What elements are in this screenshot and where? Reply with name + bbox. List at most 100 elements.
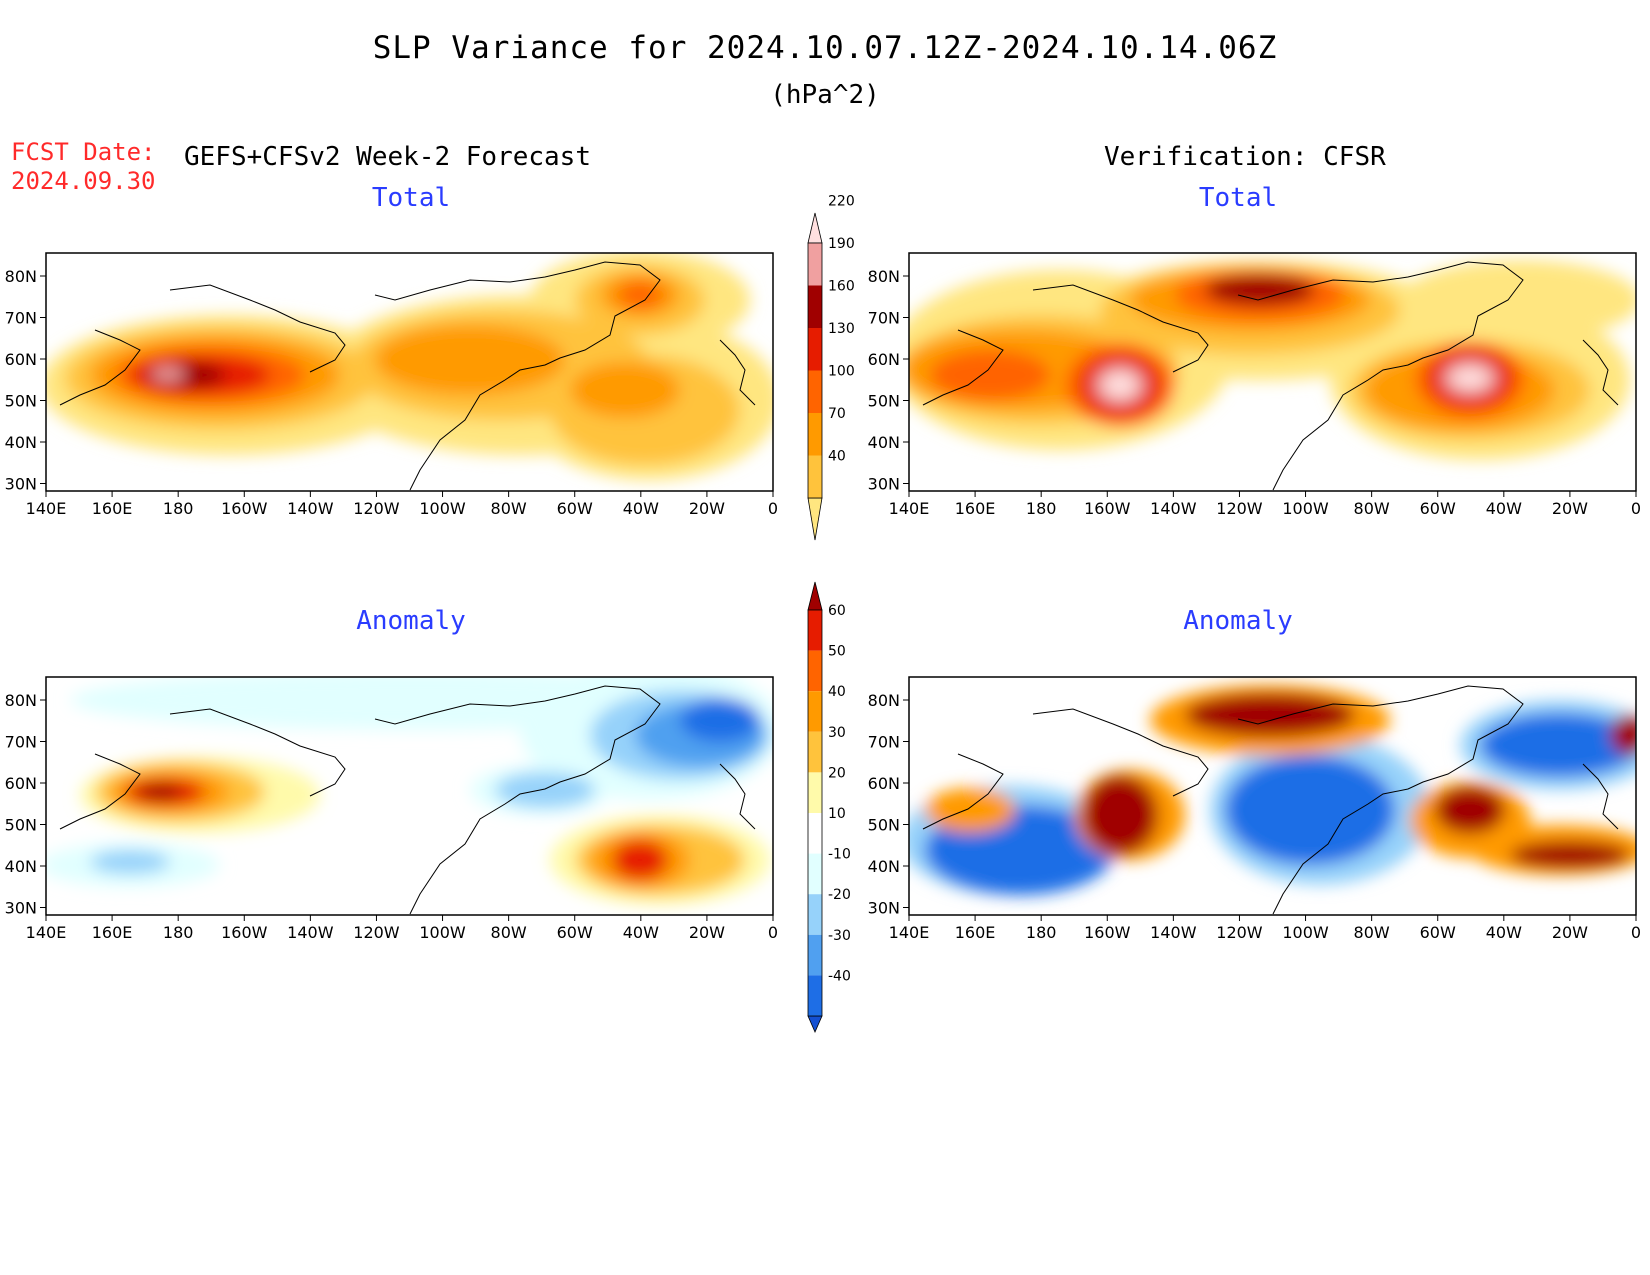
colorbar-swatch: [808, 610, 822, 651]
lat-tick-label: 70N: [5, 733, 37, 752]
lon-tick-label: 40W: [1486, 499, 1522, 518]
colorbar-label: 40: [828, 684, 846, 700]
panel-title-verif-total: Total: [1198, 183, 1278, 213]
colorbar-label: 60: [828, 603, 846, 619]
lon-tick-label: 180: [163, 499, 194, 518]
forecast-model-label: GEFS+CFSv2 Week-2 Forecast: [184, 142, 591, 172]
panel-title-verif-anomaly: Anomaly: [1183, 606, 1293, 636]
main-title: SLP Variance for 2024.10.07.12Z-2024.10.…: [372, 30, 1278, 66]
colorbar-label: 160: [828, 279, 855, 295]
lon-tick-label: 120W: [1216, 923, 1263, 942]
lat-tick-label: 80N: [5, 691, 37, 710]
lon-tick-label: 20W: [689, 923, 725, 942]
lat-tick-label: 70N: [5, 309, 37, 328]
lon-tick-label: 160W: [1084, 923, 1131, 942]
lon-tick-label: 40W: [623, 499, 659, 518]
verification-label: Verification: CFSR: [1104, 142, 1386, 172]
lat-tick-label: 40N: [5, 433, 37, 452]
axis-labels: 140E 160E 180 160W 140W 120W 100W 80W 60W 40W 20W 0…: [5, 267, 1641, 942]
lon-tick-label: 0: [1631, 499, 1641, 518]
colorbar-extend-bottom: [807, 497, 823, 541]
coastline-verif-total: [922, 261, 1619, 491]
coastline-fcst-anomaly: [59, 685, 756, 915]
colorbar-extend-top: [807, 581, 823, 611]
lat-tick-label: 30N: [5, 475, 37, 494]
lon-tick-label: 0: [768, 923, 778, 942]
lat-tick-label: 60N: [868, 350, 900, 369]
lon-tick-label: 140E: [26, 499, 67, 518]
colorbar-label: 50: [828, 644, 846, 660]
panel-title-fcst-anomaly: Anomaly: [356, 606, 466, 636]
colorbar-label: 220: [828, 194, 855, 210]
lon-tick-label: 160E: [92, 923, 133, 942]
lon-tick-label: 80W: [1354, 499, 1390, 518]
colorbar-swatch: [808, 813, 822, 854]
colorbar-label: 30: [828, 725, 846, 741]
lon-tick-label: 80W: [491, 923, 527, 942]
lon-tick-label: 140E: [889, 923, 930, 942]
lat-tick-label: 60N: [5, 350, 37, 369]
colorbar-swatch: [808, 243, 822, 286]
colorbar-label: -40: [828, 968, 851, 984]
verif-total-field: [909, 253, 1636, 491]
colorbar-swatch: [808, 975, 822, 1016]
fcst-anomaly-field: [46, 677, 773, 915]
colorbar-swatch: [808, 894, 822, 935]
lon-tick-label: 80W: [491, 499, 527, 518]
lon-tick-label: 20W: [1552, 923, 1588, 942]
lon-tick-label: 160E: [955, 499, 996, 518]
lon-tick-label: 120W: [1216, 499, 1263, 518]
colorbar-label: 100: [828, 364, 855, 380]
panel-title-fcst-total: Total: [371, 183, 451, 213]
lon-tick-label: 0: [768, 499, 778, 518]
colorbar-total: 40 70 100 130 160 190 220: [807, 194, 855, 541]
lat-tick-label: 80N: [868, 267, 900, 286]
lon-tick-label: 180: [1026, 499, 1057, 518]
colorbar-swatch: [808, 853, 822, 895]
lon-tick-label: 140E: [26, 923, 67, 942]
verif-anomaly-field: [909, 677, 1636, 915]
colorbar-anomaly: -40 -30 -20 -10 10 20 30 40 50 60: [807, 581, 851, 1033]
colorbar-swatch: [808, 731, 822, 773]
lat-tick-label: 30N: [868, 899, 900, 918]
coastline-verif-anomaly: [922, 685, 1619, 915]
colorbar-label: -10: [828, 847, 851, 863]
colorbar-swatch: [808, 370, 822, 413]
fcst-total-field: [46, 253, 773, 491]
lat-tick-label: 80N: [5, 267, 37, 286]
lon-tick-label: 0: [1631, 923, 1641, 942]
colorbar-label: 40: [828, 449, 846, 465]
lon-tick-label: 180: [1026, 923, 1057, 942]
lon-tick-label: 160E: [955, 923, 996, 942]
lon-tick-label: 140W: [1150, 923, 1197, 942]
colorbar-extend-top: [807, 212, 823, 244]
colorbar-swatch: [808, 455, 822, 498]
coastline-fcst-total: [59, 261, 756, 491]
units-label: (hPa^2): [770, 80, 880, 110]
lon-tick-label: 120W: [353, 923, 400, 942]
fcst-date-label: FCST Date:: [11, 138, 156, 166]
lon-tick-label: 100W: [419, 923, 466, 942]
lon-tick-label: 40W: [623, 923, 659, 942]
colorbar-label: 20: [828, 765, 846, 781]
lat-tick-label: 60N: [5, 774, 37, 793]
frame-verif-anomaly: [908, 676, 1637, 916]
lon-tick-label: 40W: [1486, 923, 1522, 942]
lon-tick-label: 60W: [557, 923, 593, 942]
frame-verif-total: [908, 252, 1637, 492]
colorbar-label: 130: [828, 321, 855, 337]
fcst-date-value: 2024.09.30: [11, 167, 156, 195]
colorbar-label: 190: [828, 236, 855, 252]
colorbar-swatch: [808, 328, 822, 371]
colorbar-border: [807, 609, 823, 1017]
lon-tick-label: 120W: [353, 499, 400, 518]
colorbar-label: -20: [828, 887, 851, 903]
lon-tick-label: 100W: [1282, 923, 1329, 942]
lon-tick-label: 60W: [557, 499, 593, 518]
lat-tick-label: 70N: [868, 733, 900, 752]
lon-tick-label: 100W: [1282, 499, 1329, 518]
lon-tick-label: 80W: [1354, 923, 1390, 942]
lat-tick-label: 40N: [868, 433, 900, 452]
lon-tick-label: 20W: [1552, 499, 1588, 518]
